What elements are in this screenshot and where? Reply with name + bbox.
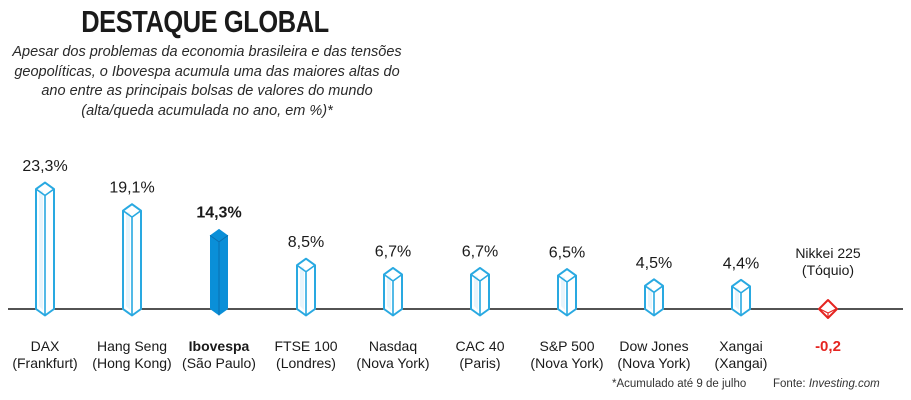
category-label: Dow Jones [619, 338, 688, 354]
value-label: 6,5% [549, 245, 585, 262]
bar-edge [731, 285, 751, 316]
category-sublabel: (Tóquio) [802, 262, 854, 278]
bar-group [383, 266, 403, 317]
category-sublabel: (Nova York) [530, 355, 603, 371]
category-sublabel: (Nova York) [356, 355, 429, 371]
category-label: Ibovespa [189, 338, 250, 354]
value-label: 23,3% [22, 158, 67, 175]
bar-edge [122, 209, 142, 316]
bar-face [648, 286, 652, 310]
value-label: 4,5% [636, 255, 672, 272]
bar-group [644, 278, 664, 317]
bar-face [39, 190, 43, 310]
bar-face [735, 287, 739, 310]
value-label: -0,2 [815, 338, 841, 355]
category-label: Xangai [719, 338, 763, 354]
bar-face [126, 211, 130, 310]
value-label: 8,5% [288, 234, 324, 251]
bar-group [35, 181, 55, 317]
value-label: 4,4% [723, 255, 759, 272]
bar-group [731, 278, 751, 317]
subtitle-line: (alta/queda acumulada no ano, em %)* [81, 102, 333, 119]
bar-face [213, 236, 217, 310]
category-sublabel: (Londres) [276, 355, 336, 371]
source-name: Investing.com [808, 378, 880, 390]
category-label: Nikkei 225 [795, 245, 861, 261]
bar-negative [818, 299, 838, 319]
value-label: 19,1% [109, 180, 154, 197]
chart-subtitle: Apesar dos problemas da economia brasile… [2, 43, 412, 121]
bar-group [209, 228, 229, 316]
bar-face [300, 266, 304, 310]
bar-edge [35, 188, 55, 316]
category-label: DAX [31, 338, 60, 354]
category-label: Hang Seng [97, 338, 167, 354]
bar-edge [209, 234, 229, 316]
footnote: *Acumulado até 9 de julho [612, 378, 747, 390]
category-sublabel: (Nova York) [617, 355, 690, 371]
value-label: 6,7% [462, 243, 498, 260]
category-label: FTSE 100 [274, 338, 337, 354]
bar-face [474, 275, 478, 310]
bar-edge [557, 274, 577, 316]
bar-face [387, 275, 391, 310]
category-sublabel: (São Paulo) [182, 355, 256, 371]
bar-group [122, 203, 142, 317]
chart-title: DESTAQUE GLOBAL [81, 4, 329, 39]
value-label: 14,3% [196, 204, 241, 221]
bar-edge [296, 264, 316, 316]
category-label: CAC 40 [455, 338, 504, 354]
bar-negative-edge [819, 308, 837, 317]
bar-edge [383, 273, 403, 316]
bar-group [470, 266, 490, 317]
category-sublabel: (Paris) [459, 355, 500, 371]
subtitle-line: ano entre as principais bolsas de valore… [41, 83, 373, 99]
bar-group [557, 268, 577, 317]
bar-edge [470, 273, 490, 316]
bar-group [818, 299, 838, 319]
value-label: 6,7% [375, 243, 411, 260]
bar-group [296, 257, 316, 317]
category-label: S&P 500 [539, 338, 594, 354]
bar-face [561, 276, 565, 310]
bar-edge [644, 285, 664, 316]
source-note: Fonte: Investing.com [773, 378, 880, 390]
category-sublabel: (Xangai) [715, 355, 768, 371]
subtitle-line: geopolíticas, o Ibovespa acumula uma das… [14, 63, 400, 80]
category-sublabel: (Hong Kong) [92, 355, 171, 371]
source-label: Fonte: [773, 378, 809, 390]
category-label: Nasdaq [369, 338, 417, 354]
category-sublabel: (Frankfurt) [12, 355, 77, 371]
subtitle-line: Apesar dos problemas da economia brasile… [12, 44, 402, 60]
